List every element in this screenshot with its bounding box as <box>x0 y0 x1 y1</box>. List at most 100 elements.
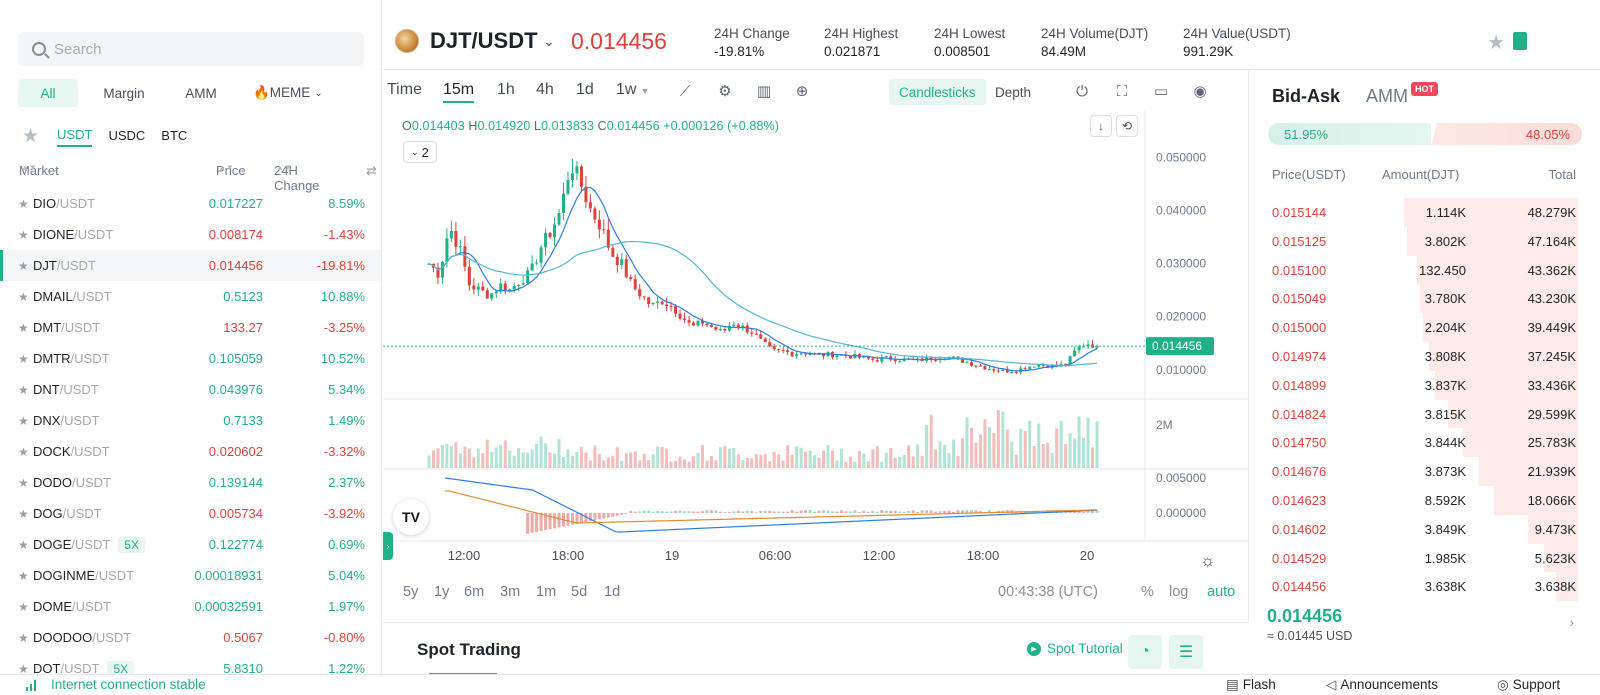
market-row[interactable]: ★ DIO/USDT 0.017227 8.59% <box>0 188 381 219</box>
spot-tutorial-link[interactable]: ▶ Spot Tutorial <box>1027 641 1123 656</box>
market-row[interactable]: ★ DNT/USDT 0.043976 5.34% <box>0 374 381 405</box>
chart-settings-icon[interactable]: ☼ <box>1200 551 1216 570</box>
ask-row[interactable]: 0.014456 3.638K 3.638K <box>1250 572 1600 602</box>
favorite-star-icon[interactable]: ★ <box>18 445 29 459</box>
market-row[interactable]: ★ DMAIL/USDT 0.5123 10.88% <box>0 281 381 312</box>
favorite-star-icon[interactable]: ★ <box>18 538 29 552</box>
utc-clock[interactable]: 00:43:38 (UTC) <box>998 584 1098 600</box>
ask-row[interactable]: 0.014623 8.592K 18.066K <box>1250 485 1600 515</box>
favorite-star-icon[interactable]: ★ <box>1487 32 1505 54</box>
market-row[interactable]: ★ DMT/USDT 133.27 -3.25% <box>0 312 381 343</box>
tab-usdt[interactable]: USDT <box>57 127 93 147</box>
download-arrow-icon[interactable]: ↓ <box>1090 115 1112 137</box>
range-1d[interactable]: 1d <box>604 584 621 600</box>
swap-columns-icon[interactable]: ⇄ <box>366 163 377 178</box>
collapse-panel-handle[interactable]: › <box>383 532 393 560</box>
favorite-star-icon[interactable]: ★ <box>18 352 29 366</box>
tab-margin[interactable]: Margin <box>103 85 145 101</box>
favorite-star-icon[interactable]: ★ <box>18 197 29 211</box>
camera-icon[interactable]: ◉ <box>1193 83 1207 100</box>
indicator-icon[interactable]: ⟋ <box>679 83 691 100</box>
pair-selector[interactable]: DJT/USDT <box>430 28 538 53</box>
favorite-star-icon[interactable]: ★ <box>18 600 29 614</box>
interval-1w[interactable]: 1w ▼ <box>616 81 649 99</box>
settings-gear-icon[interactable]: ⚙ <box>718 83 732 100</box>
favorite-star-icon[interactable]: ★ <box>18 476 29 490</box>
flash-link[interactable]: ▤ Flash <box>1226 677 1276 693</box>
pie-chart-icon[interactable]: ◔ <box>1128 635 1162 669</box>
range-6m[interactable]: 6m <box>464 584 485 600</box>
favorite-star-icon[interactable]: ★ <box>18 290 29 304</box>
ask-row[interactable]: 0.014974 3.808K 37.245K <box>1250 341 1600 371</box>
favorite-star-icon[interactable]: ★ <box>18 662 29 674</box>
market-row[interactable]: ★ DOODOO/USDT 0.5067 -0.80% <box>0 622 381 653</box>
tab-amm[interactable]: AMM <box>185 85 217 101</box>
spot-trading-tab[interactable]: Spot Trading <box>417 640 521 659</box>
price-chart[interactable]: 0.050000 0.040000 0.030000 0.020000 0.010000… <box>383 111 1249 576</box>
ask-row[interactable]: 0.015049 3.780K 43.230K <box>1250 284 1600 314</box>
chart-type-candlesticks[interactable]: Candlesticks <box>889 79 986 105</box>
interval-15m[interactable]: 15m <box>443 81 475 103</box>
ask-row[interactable]: 0.014676 3.873K 21.939K <box>1250 457 1600 486</box>
range-1y[interactable]: 1y <box>434 584 450 600</box>
interval-4h[interactable]: 4h <box>536 81 554 98</box>
scale-log[interactable]: log <box>1169 584 1189 600</box>
interval-time[interactable]: Time <box>387 81 422 98</box>
favorite-star-icon[interactable]: ★ <box>18 569 29 583</box>
chevron-down-icon[interactable]: ⌄ <box>543 33 555 49</box>
interval-1d[interactable]: 1d <box>576 81 594 98</box>
range-5d[interactable]: 5d <box>571 584 588 600</box>
power-icon[interactable]: ⏻ <box>1076 83 1088 100</box>
fullscreen-icon[interactable]: ⛶ <box>1116 83 1128 100</box>
favorites-star-icon[interactable]: ★ <box>22 126 40 147</box>
ask-row[interactable]: 0.015000 2.204K 39.449K <box>1250 313 1600 342</box>
range-1m[interactable]: 1m <box>536 584 557 600</box>
announcements-link[interactable]: ◁ Announcements <box>1326 677 1438 693</box>
scale-percent[interactable]: % <box>1141 584 1154 600</box>
tab-amm-book[interactable]: AMM <box>1366 86 1409 106</box>
scale-auto[interactable]: auto <box>1207 584 1236 600</box>
add-plus-icon[interactable]: ⊕ <box>795 83 809 100</box>
ask-row[interactable]: 0.015100 132.450 43.362K <box>1250 255 1600 285</box>
ask-row[interactable]: 0.014529 1.985K 5.623K <box>1250 543 1600 573</box>
market-row[interactable]: ★ DOCK/USDT 0.020602 -3.32% <box>0 436 381 467</box>
chart-type-depth[interactable]: Depth <box>995 84 1032 100</box>
market-row[interactable]: ★ DMTR/USDT 0.105059 10.52% <box>0 343 381 374</box>
market-row[interactable]: ★ DOT/USDT 5X 5.8310 1.22% <box>0 653 381 674</box>
chevron-right-icon[interactable]: › <box>1569 614 1574 630</box>
favorite-star-icon[interactable]: ★ <box>18 507 29 521</box>
ask-row[interactable]: 0.015144 1.114K 48.279K <box>1250 198 1600 227</box>
market-row[interactable]: ★ DIONE/USDT 0.008174 -1.43% <box>0 219 381 250</box>
search-input[interactable] <box>54 40 334 58</box>
ask-row[interactable]: 0.014602 3.849K 9.473K <box>1250 514 1600 544</box>
interval-1h[interactable]: 1h <box>497 81 515 98</box>
favorite-star-icon[interactable]: ★ <box>18 321 29 335</box>
tab-bid-ask[interactable]: Bid-Ask <box>1272 86 1341 106</box>
market-row[interactable]: ★ DJT/USDT 0.014456 -19.81% <box>0 250 381 281</box>
range-5y[interactable]: 5y <box>403 584 419 600</box>
tab-usdc[interactable]: USDC <box>108 127 146 143</box>
candle-style-icon[interactable]: ▥ <box>756 83 772 100</box>
book-icon[interactable] <box>1513 32 1527 50</box>
search-box[interactable] <box>18 32 364 66</box>
favorite-star-icon[interactable]: ★ <box>18 631 29 645</box>
layout-icon[interactable]: ▭ <box>1153 83 1169 100</box>
market-row[interactable]: ★ DOME/USDT 0.00032591 1.97% <box>0 591 381 622</box>
range-3m[interactable]: 3m <box>500 584 521 600</box>
market-row[interactable]: ★ DODO/USDT 0.139144 2.37% <box>0 467 381 498</box>
tab-all[interactable]: All <box>18 79 78 107</box>
favorite-star-icon[interactable]: ★ <box>18 383 29 397</box>
support-link[interactable]: ◎ Support <box>1497 677 1560 693</box>
market-row[interactable]: ★ DOGINME/USDT 0.00018931 5.04% <box>0 560 381 591</box>
tradingview-logo-icon[interactable]: TV <box>393 499 429 535</box>
ask-row[interactable]: 0.015125 3.802K 47.164K <box>1250 226 1600 256</box>
ask-row[interactable]: 0.014750 3.844K 25.783K <box>1250 428 1600 458</box>
favorite-star-icon[interactable]: ★ <box>18 228 29 242</box>
favorite-star-icon[interactable]: ★ <box>18 259 29 273</box>
tab-btc[interactable]: BTC <box>161 127 188 143</box>
tab-meme[interactable]: 🔥MEME ⌄ <box>238 79 338 107</box>
favorite-star-icon[interactable]: ★ <box>18 414 29 428</box>
market-row[interactable]: ★ DOGE/USDT 5X 0.122774 0.69% <box>0 529 381 560</box>
market-row[interactable]: ★ DNX/USDT 0.7133 1.49% <box>0 405 381 436</box>
refresh-icon[interactable]: ⟲ <box>1116 115 1138 137</box>
